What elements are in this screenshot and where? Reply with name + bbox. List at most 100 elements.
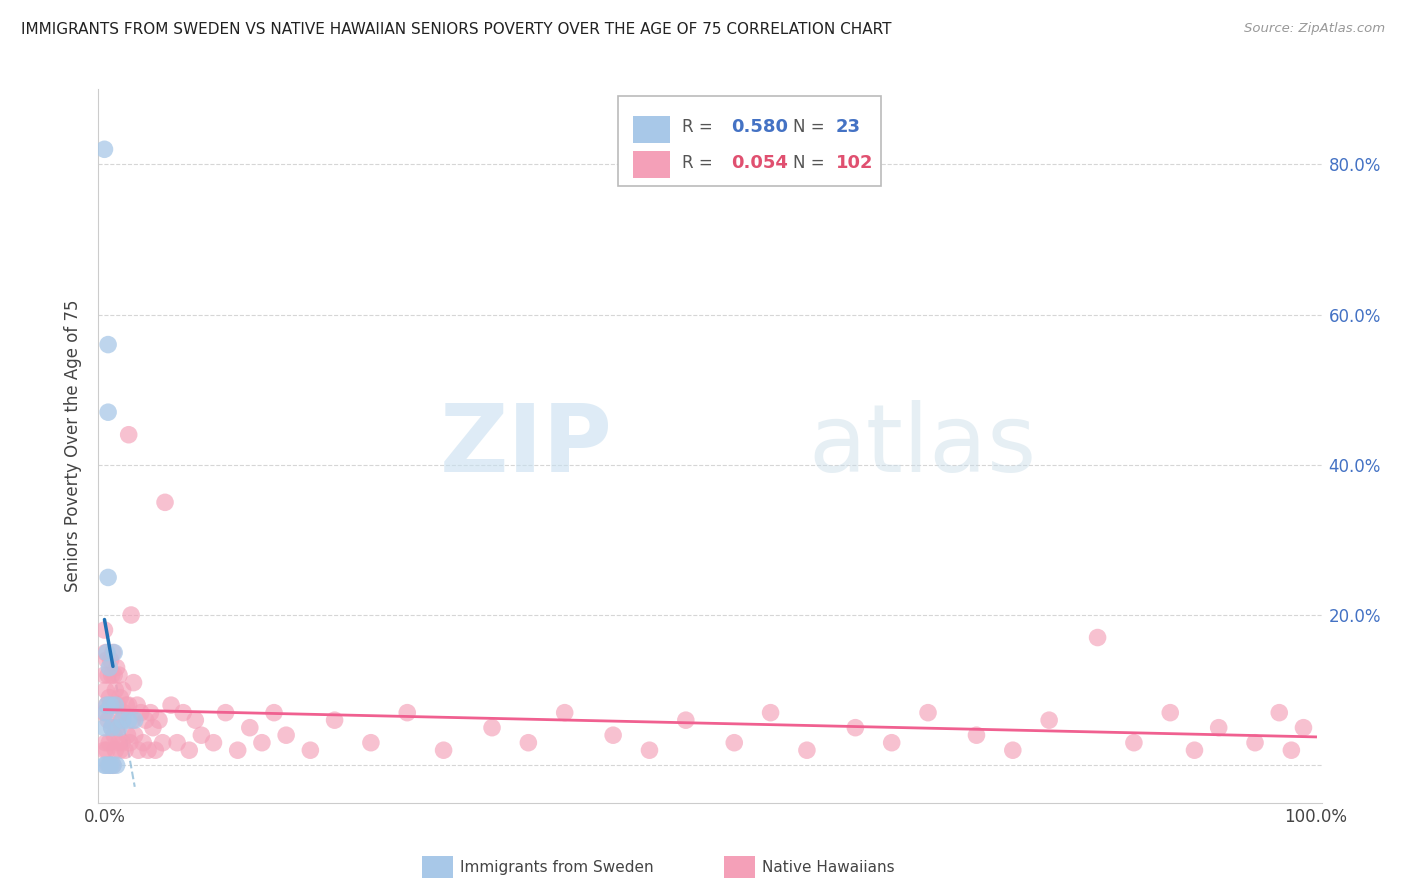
Text: Native Hawaiians: Native Hawaiians xyxy=(762,860,894,874)
Point xyxy=(190,728,212,742)
Point xyxy=(94,646,117,660)
Point xyxy=(118,736,141,750)
Point xyxy=(118,698,141,713)
Point xyxy=(100,721,122,735)
Point xyxy=(127,698,149,713)
Point xyxy=(153,495,176,509)
Point xyxy=(100,698,122,713)
Point xyxy=(142,721,165,735)
Point xyxy=(97,668,120,682)
Point xyxy=(100,758,122,772)
Point xyxy=(276,728,298,742)
Point xyxy=(98,690,121,705)
Bar xyxy=(619,96,882,186)
Point xyxy=(104,698,127,713)
Point xyxy=(100,653,122,667)
Point xyxy=(602,728,624,742)
Point xyxy=(97,713,120,727)
Point xyxy=(166,736,188,750)
Point xyxy=(1087,631,1109,645)
Point xyxy=(100,758,122,772)
Point xyxy=(111,713,134,727)
Point xyxy=(101,758,124,772)
Point xyxy=(104,683,127,698)
Point xyxy=(108,721,131,735)
Point xyxy=(1159,706,1181,720)
Point xyxy=(129,706,152,720)
Point xyxy=(98,758,121,772)
Point xyxy=(103,668,125,682)
Point xyxy=(122,675,145,690)
Point xyxy=(108,668,131,682)
Point xyxy=(110,690,132,705)
Point xyxy=(97,405,120,419)
Point xyxy=(396,706,419,720)
Point xyxy=(1244,736,1267,750)
Point xyxy=(103,728,125,742)
Point xyxy=(796,743,818,757)
Text: 0.580: 0.580 xyxy=(731,118,787,136)
Point xyxy=(98,736,121,750)
Point xyxy=(104,743,127,757)
Point xyxy=(184,713,207,727)
Point xyxy=(1208,721,1230,735)
Text: 102: 102 xyxy=(837,153,873,171)
Point xyxy=(100,668,122,682)
Point xyxy=(160,698,183,713)
Point xyxy=(101,646,124,660)
Point xyxy=(108,736,131,750)
Point xyxy=(214,706,236,720)
Point xyxy=(96,646,118,660)
Point xyxy=(880,736,903,750)
Point xyxy=(93,142,115,156)
Point xyxy=(103,646,125,660)
Point xyxy=(1268,706,1291,720)
Point xyxy=(107,698,129,713)
Point xyxy=(132,736,155,750)
Point xyxy=(1279,743,1302,757)
Point xyxy=(93,623,115,637)
Point xyxy=(148,713,170,727)
Point xyxy=(97,337,120,351)
Text: Immigrants from Sweden: Immigrants from Sweden xyxy=(460,860,654,874)
Text: 23: 23 xyxy=(837,118,860,136)
Point xyxy=(1292,721,1315,735)
Point xyxy=(96,698,118,713)
Point xyxy=(917,706,939,720)
Point xyxy=(96,653,118,667)
Point xyxy=(105,721,128,735)
Point xyxy=(110,713,132,727)
Point xyxy=(202,736,225,750)
Point xyxy=(112,706,135,720)
Point xyxy=(105,758,128,772)
Text: R =: R = xyxy=(682,118,713,136)
Point xyxy=(101,698,124,713)
Point xyxy=(250,736,273,750)
Point xyxy=(97,570,120,584)
Text: N =: N = xyxy=(793,118,825,136)
Bar xyxy=(633,116,669,143)
Text: Source: ZipAtlas.com: Source: ZipAtlas.com xyxy=(1244,22,1385,36)
Point xyxy=(139,706,162,720)
Point xyxy=(114,743,136,757)
Point xyxy=(97,758,120,772)
Point xyxy=(127,743,149,757)
Point xyxy=(105,660,128,674)
Point xyxy=(136,743,159,757)
Point xyxy=(263,706,285,720)
Point xyxy=(844,721,866,735)
Point xyxy=(172,706,194,720)
Point xyxy=(94,706,117,720)
Point xyxy=(432,743,454,757)
Text: R =: R = xyxy=(682,153,713,171)
Point xyxy=(93,743,115,757)
Point xyxy=(94,683,117,698)
Point xyxy=(111,683,134,698)
Point xyxy=(1001,743,1024,757)
Point xyxy=(239,721,262,735)
Point xyxy=(94,736,117,750)
Point xyxy=(323,713,346,727)
Point xyxy=(226,743,249,757)
Point xyxy=(120,607,142,622)
Point xyxy=(93,721,115,735)
